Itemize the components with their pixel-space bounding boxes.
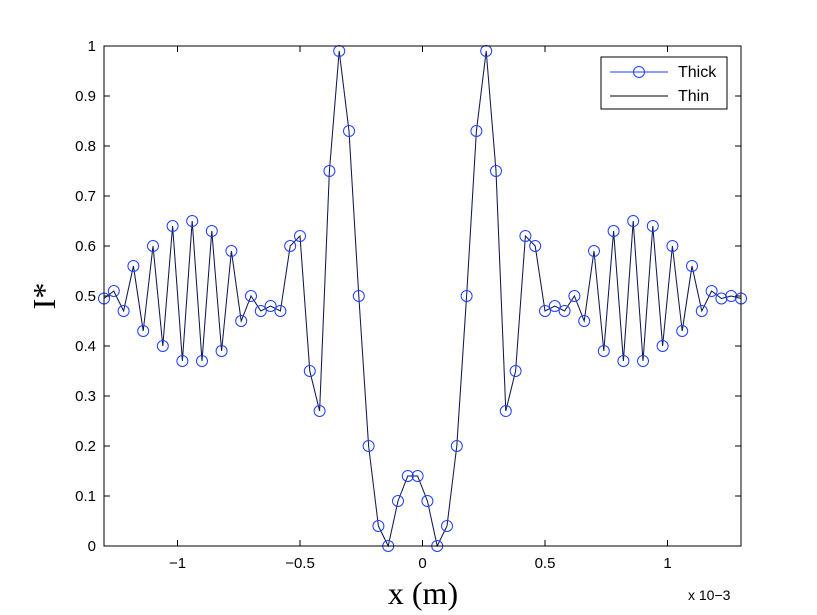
data-point-thick — [372, 520, 385, 532]
data-point-thick — [313, 405, 326, 417]
series-line-thick — [103, 50, 742, 547]
data-point-thick — [186, 215, 199, 227]
y-tick-label: 0 — [88, 538, 96, 555]
data-point-thick — [499, 405, 512, 417]
y-tick-label: 0.4 — [75, 338, 96, 355]
data-point-thick — [627, 215, 640, 227]
data-point-thick — [362, 440, 375, 452]
data-point-thick — [676, 325, 689, 337]
data-point-thick — [205, 225, 218, 237]
x-tick-label: −1 — [169, 555, 186, 572]
data-point-thick — [147, 240, 159, 252]
y-tick-label: 0.7 — [75, 188, 96, 205]
legend-box — [600, 56, 728, 110]
data-point-thick — [235, 315, 248, 327]
data-point-thick — [558, 305, 571, 317]
data-point-thick — [578, 315, 591, 327]
data-point-thick — [343, 125, 355, 137]
data-point-thick — [695, 305, 708, 317]
data-point-thick — [401, 470, 414, 482]
data-point-thick — [215, 345, 228, 357]
data-point-thick — [470, 125, 483, 137]
data-point-thick — [137, 325, 150, 337]
data-point-thick — [666, 240, 679, 252]
data-point-thick — [617, 355, 630, 367]
data-point-thick — [519, 230, 532, 242]
data-point-thick — [127, 260, 140, 272]
y-tick-label: 0.5 — [75, 288, 96, 305]
y-axis: 0 0.1 0.2 0.3 0.4 0.5 0.6 0.7 0.8 0.9 1 — [75, 38, 741, 555]
data-point-thick — [245, 290, 257, 302]
data-point-thick — [539, 305, 551, 317]
y-tick-label: 0.1 — [75, 488, 96, 505]
data-point-thick — [715, 292, 728, 305]
data-point-thick — [490, 165, 502, 177]
y-tick-label: 0.2 — [75, 438, 96, 455]
data-point-thick — [274, 305, 287, 317]
data-point-thick — [421, 495, 434, 507]
data-point-thick — [548, 300, 561, 312]
data-point-thick — [225, 245, 238, 257]
data-point-thick — [156, 340, 169, 352]
x-tick-label: 0.5 — [535, 555, 556, 572]
data-point-thick — [568, 290, 581, 302]
y-tick-label: 0.8 — [75, 138, 96, 155]
data-point-thick — [196, 355, 208, 367]
data-point-thick — [411, 470, 424, 482]
data-point-thick — [303, 365, 316, 377]
data-point-thick — [176, 355, 189, 367]
data-point-thick — [646, 220, 659, 232]
y-tick-label: 1 — [88, 38, 96, 55]
data-point-thick — [607, 225, 620, 237]
data-point-thick — [597, 345, 610, 357]
legend-label-thin: Thin — [678, 88, 709, 105]
data-point-thick — [294, 230, 306, 242]
data-point-thick — [117, 305, 130, 317]
data-point-thick — [107, 285, 120, 297]
y-axis-title: I* — [26, 283, 62, 310]
data-point-thick — [254, 305, 267, 317]
x-tick-label: 0 — [418, 555, 426, 572]
data-point-thick — [352, 290, 365, 302]
x-tick-label: 1 — [663, 555, 671, 572]
legend-thick-marker — [633, 66, 645, 78]
data-point-thick — [264, 300, 277, 312]
x-tick-label: −0.5 — [285, 555, 315, 572]
data-point-thick — [166, 220, 179, 232]
data-point-thick — [441, 520, 453, 532]
data-point-thick — [656, 340, 669, 352]
data-point-thick — [705, 285, 718, 297]
legend-label-thick: Thick — [678, 64, 717, 81]
data-point-thick — [284, 240, 297, 252]
data-point-thick — [529, 240, 542, 252]
x-scale-exponent: x 10−3 — [688, 587, 731, 603]
data-point-thick — [509, 365, 522, 377]
data-point-thick — [588, 245, 600, 257]
data-point-thick — [637, 355, 649, 367]
data-point-thick — [450, 440, 463, 452]
data-point-thick — [686, 260, 698, 272]
y-tick-label: 0.6 — [75, 238, 96, 255]
x-axis-title: x (m) — [388, 575, 458, 611]
data-point-thick — [323, 165, 336, 177]
series-thick — [98, 45, 747, 552]
data-point-thick — [460, 290, 473, 302]
x-axis: −1 −0.5 0 0.5 1 — [169, 46, 672, 572]
data-point-thick — [392, 495, 404, 507]
y-tick-label: 0.9 — [75, 88, 96, 105]
legend: Thick Thin — [600, 56, 728, 110]
y-tick-label: 0.3 — [75, 388, 96, 405]
